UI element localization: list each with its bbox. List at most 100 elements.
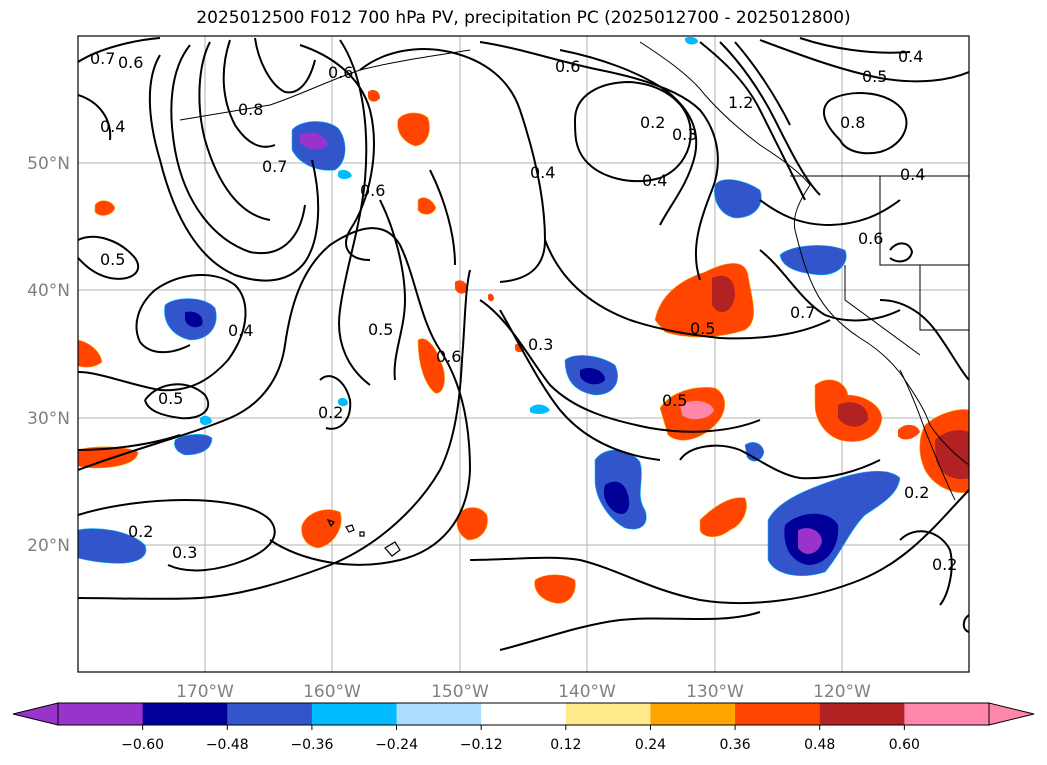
- colorbar-tick-label: −0.12: [460, 737, 503, 753]
- contour-label: 0.5: [690, 319, 715, 338]
- contour-label: 0.2: [904, 483, 929, 502]
- contour-label: 0.5: [100, 250, 125, 269]
- pv-contour: [479, 41, 719, 281]
- colorbar-segment: [142, 703, 228, 725]
- precip-positive-region: [534, 574, 576, 604]
- contour-label: 0.3: [172, 543, 197, 562]
- pv-contour: [759, 39, 969, 83]
- colorbar-segment: [396, 703, 482, 725]
- contour-label: 0.5: [158, 389, 183, 408]
- colorbar-segment: [819, 703, 905, 725]
- precip-positive-region: [94, 200, 116, 216]
- pv-contour: [78, 274, 247, 392]
- longitude-labels: 170°W 160°W 150°W 140°W 130°W 120°W: [176, 682, 871, 702]
- colorbar-tick-label: 0.48: [804, 737, 835, 753]
- precip-negative-region: [603, 481, 630, 515]
- lon-label: 150°W: [431, 682, 489, 702]
- latitude-labels: 20°N 30°N 40°N 50°N: [27, 154, 70, 556]
- pv-contour: [544, 239, 831, 340]
- contour-label: 0.3: [672, 125, 697, 144]
- contour-label: 0.4: [900, 165, 925, 184]
- contour-label: 0.2: [640, 113, 665, 132]
- colorbar-extend-low: [12, 702, 59, 726]
- lon-label: 130°W: [686, 682, 744, 702]
- contour-label: 0.8: [238, 100, 263, 119]
- precip-negative-region: [685, 37, 698, 45]
- precip-negative-region: [798, 528, 822, 554]
- pv-contour: [78, 37, 161, 63]
- contour-label: 0.5: [662, 391, 687, 410]
- pv-contour: [699, 41, 806, 201]
- pv-contour: [679, 444, 881, 480]
- hawaii-islands: [326, 518, 401, 557]
- pv-contour: [78, 94, 112, 141]
- contour-label: 0.4: [898, 47, 923, 66]
- lon-label: 170°W: [176, 682, 234, 702]
- precip-positive-region: [680, 400, 714, 420]
- pv-contour: [759, 249, 901, 322]
- colorbar-tick-label: −0.24: [375, 737, 418, 753]
- pv-contour: [254, 37, 316, 94]
- pv-contour: [170, 44, 306, 255]
- precip-negative-region: [779, 245, 847, 276]
- pv-contour: [479, 299, 761, 433]
- colorbar-segment: [227, 703, 313, 725]
- precip-negative-region: [78, 528, 147, 564]
- colorbar-tick-label: −0.36: [290, 737, 333, 753]
- precip-negative-region: [300, 132, 328, 150]
- precip-positive-region: [898, 424, 920, 440]
- contour-labels: 0.7 0.6 0.4 0.8 0.7 0.6 0.5 0.6 0.4 0.5 …: [90, 47, 957, 574]
- contour-label: 0.4: [100, 117, 125, 136]
- precip-positive-region: [488, 293, 494, 302]
- contour-label: 0.4: [642, 171, 667, 190]
- colorbar-segment: [565, 703, 651, 725]
- contour-label: 0.7: [262, 157, 287, 176]
- colorbar-tick-label: 0.60: [889, 737, 920, 753]
- lat-label: 30°N: [27, 409, 70, 429]
- pv-contour: [319, 375, 352, 430]
- coastline-baja: [899, 369, 956, 501]
- contour-label: 0.2: [318, 403, 343, 422]
- colorbar-tick-label: −0.60: [121, 737, 164, 753]
- contour-label: 0.6: [858, 229, 883, 248]
- contour-label: 0.6: [555, 57, 580, 76]
- colorbar: −0.60 −0.48 −0.36 −0.24 −0.12 0.12 0.24 0.36 0.4…: [12, 702, 1035, 753]
- pv-contour: [379, 199, 407, 381]
- contour-label: 0.6: [118, 53, 143, 72]
- pv-contour: [719, 41, 821, 196]
- contour-label: 0.4: [530, 163, 555, 182]
- precip-negative-region: [580, 368, 605, 385]
- pv-contour: [148, 54, 320, 282]
- pv-contour: [499, 611, 761, 651]
- colorbar-segment: [58, 703, 144, 725]
- precip-positive-region: [78, 446, 139, 469]
- precip-positive-region: [417, 338, 445, 394]
- precip-negative-region: [744, 442, 765, 462]
- pv-contours: [78, 37, 969, 651]
- contour-label: 0.6: [436, 347, 461, 366]
- map-frame: [77, 35, 970, 673]
- precip-positive-region: [417, 197, 437, 215]
- lon-label: 160°W: [303, 682, 361, 702]
- pv-contour: [222, 39, 276, 148]
- precip-positive-region: [456, 507, 488, 541]
- precip-negative-region: [714, 179, 762, 219]
- precip-positive-region: [838, 402, 869, 427]
- contour-label: 0.6: [360, 181, 385, 200]
- colorbar-segment: [650, 703, 736, 725]
- contour-label: 0.7: [790, 303, 815, 322]
- colorbar-segment: [311, 703, 398, 725]
- precip-anomaly-fills: [78, 37, 969, 604]
- contour-label: 0.2: [128, 522, 153, 541]
- coastline-alaska: [179, 49, 471, 121]
- pv-contour: [78, 498, 276, 572]
- contour-label: 0.5: [862, 67, 887, 86]
- pv-contour: [78, 434, 181, 451]
- pv-contour: [469, 489, 969, 605]
- contour-label: 1.2: [728, 93, 753, 112]
- precip-negative-region: [185, 311, 203, 328]
- map-title: 2025012500 F012 700 hPa PV, precipitatio…: [196, 8, 851, 28]
- precip-positive-region: [301, 509, 342, 549]
- coastlines: [179, 41, 969, 501]
- pv-contour: [734, 41, 791, 126]
